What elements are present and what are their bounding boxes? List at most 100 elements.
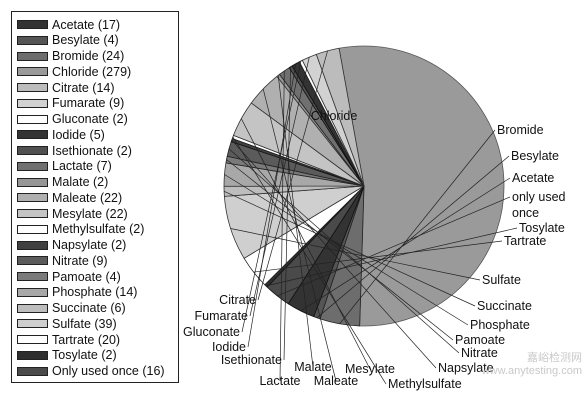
watermark: 嘉峪检测网 www.anytesting.com (470, 352, 582, 378)
leader-line-acetate (300, 177, 511, 312)
slice-label-nitrate: Nitrate (461, 346, 498, 360)
legend-label-citrate: Citrate (14) (52, 80, 115, 95)
legend-swatch-mesylate (17, 209, 48, 218)
legend-label-fumarate: Fumarate (9) (52, 96, 125, 111)
legend-item-malate: Malate (2) (17, 175, 108, 190)
chart-legend: Acetate (17) Besylate (4) Bromide (24) Chlo… (11, 11, 179, 383)
leader-line-succinate (223, 190, 476, 307)
legend-item-tosylate: Tosylate (2) (17, 348, 117, 363)
legend-swatch-citrate (17, 83, 48, 92)
legend-item-pamoate: Pamoate (4) (17, 269, 121, 284)
legend-label-succinate: Succinate (6) (52, 301, 126, 315)
slice-label-malate: Malate (294, 360, 332, 374)
legend-label-nitrate: Nitrate (9) (52, 253, 108, 268)
legend-swatch-fumarate (17, 98, 48, 108)
slice-label-iodide: Iodide (212, 340, 246, 354)
leader-line-phosphate (224, 174, 469, 326)
legend-label-acetate: Acetate (17) (52, 17, 121, 32)
legend-item-isethionate: Isethionate (2) (17, 143, 132, 158)
legend-item-besylate: Besylate (4) (17, 33, 119, 48)
slice-label-sulfate: Sulfate (482, 273, 521, 287)
legend-label-methylsulfate: Methylsulfate (2) (52, 222, 145, 237)
legend-label-tosylate: Tosylate (2) (52, 348, 117, 363)
slice-label-tartrate: Tartrate (504, 234, 546, 248)
legend-item-maleate: Maleate (22) (17, 190, 122, 205)
legend-label-tartrate: Tartrate (20) (52, 332, 121, 347)
leader-line-isethionate (283, 66, 291, 361)
legend-swatch-napsylate (17, 240, 48, 250)
slice-label-gluconate: Gluconate (183, 325, 240, 339)
leader-line-tartrate (253, 240, 503, 273)
legend-label-bromide: Bromide (24) (52, 49, 125, 63)
legend-swatch-maleate (17, 193, 48, 203)
legend-item-phosphate: Phosphate (14) (17, 285, 137, 300)
legend-item-methylsulfate: Methylsulfate (2) (17, 222, 144, 237)
legend-swatch-pamoate (17, 272, 48, 281)
legend-swatch-tosylate (17, 350, 48, 360)
leader-line-mesylate (240, 118, 371, 370)
leader-line-gluconate (241, 60, 302, 333)
leader-line-tosylate (265, 227, 518, 287)
legend-item-citrate: Citrate (14) (17, 80, 115, 95)
leader-line-lactate (279, 70, 285, 382)
legend-item-napsylate: Napsylate (2) (17, 238, 126, 253)
legend-label-besylate: Besylate (4) (52, 33, 119, 48)
slice-label-succinate: Succinate (477, 299, 532, 313)
legend-swatch-only-used-once (17, 366, 48, 376)
slice-label-acetate: Acetate (512, 171, 554, 185)
legend-label-iodide: Iodide (5) (52, 127, 105, 142)
slice-label-methylsulfate: Methylsulfate (388, 377, 462, 391)
slice-label-maleate: Maleate (314, 374, 359, 388)
slice-label-citrate: Citrate (219, 293, 256, 307)
legend-item-tartrate: Tartrate (20) (17, 332, 120, 347)
legend-item-sulfate: Sulfate (39) (17, 316, 117, 331)
legend-swatch-malate (17, 177, 48, 187)
legend-swatch-sulfate (17, 319, 48, 329)
leader-line-maleate (262, 88, 337, 382)
leader-line-only-used-once (277, 196, 511, 297)
legend-item-iodide: Iodide (5) (17, 127, 105, 142)
legend-label-isethionate: Isethionate (2) (52, 143, 132, 158)
watermark-line-1: 嘉峪检测网 (527, 352, 582, 364)
slice-label-besylate: Besylate (511, 149, 559, 163)
slice-label-only-used-once: only used once (512, 190, 566, 220)
slice-label-pamoate: Pamoate (455, 333, 505, 347)
leader-line-bromide (339, 129, 496, 325)
legend-label-maleate: Maleate (22) (52, 190, 123, 205)
legend-item-bromide: Bromide (24) (17, 49, 124, 64)
legend-swatch-tartrate (17, 335, 48, 344)
legend-swatch-gluconate (17, 114, 48, 124)
slice-label-phosphate: Phosphate (470, 318, 530, 332)
slice-label-lactate: Lactate (259, 374, 300, 388)
legend-label-chloride: Chloride (279) (52, 64, 132, 79)
legend-item-nitrate: Nitrate (9) (17, 253, 108, 268)
slice-label-tosylate: Tosylate (519, 221, 565, 235)
legend-label-only-used-once: Only used once (16) (52, 364, 165, 378)
legend-label-mesylate: Mesylate (22) (52, 206, 128, 221)
legend-item-lactate: Lactate (7) (17, 159, 112, 174)
legend-swatch-isethionate (17, 146, 48, 155)
legend-swatch-iodide (17, 130, 48, 140)
slice-label-napsylate: Napsylate (438, 361, 494, 375)
legend-label-malate: Malate (2) (52, 175, 109, 189)
legend-item-gluconate: Gluconate (2) (17, 112, 128, 127)
slice-label-isethionate: Isethionate (221, 353, 282, 367)
legend-swatch-methylsulfate (17, 224, 48, 234)
leader-line-napsylate (231, 139, 437, 369)
legend-swatch-lactate (17, 161, 48, 171)
watermark-line-2: www.anytesting.com (481, 365, 582, 377)
legend-label-sulfate: Sulfate (39) (52, 316, 117, 331)
legend-label-phosphate: Phosphate (14) (52, 285, 138, 300)
slice-label-bromide: Bromide (497, 123, 544, 137)
legend-swatch-besylate (17, 35, 48, 45)
legend-swatch-chloride (17, 67, 48, 77)
legend-swatch-acetate (17, 20, 48, 29)
leader-line-nitrate (228, 148, 460, 354)
legend-item-succinate: Succinate (6) (17, 301, 126, 316)
legend-item-only-used-once: Only used once (16) (17, 364, 165, 379)
legend-item-acetate: Acetate (17) (17, 17, 120, 32)
leader-line-citrate (257, 50, 328, 301)
legend-label-lactate: Lactate (7) (52, 159, 112, 174)
legend-label-pamoate: Pamoate (4) (52, 269, 121, 284)
